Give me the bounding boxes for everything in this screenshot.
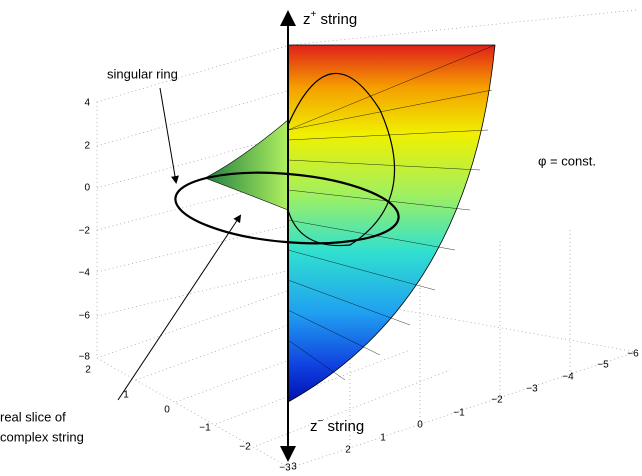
singular-ring xyxy=(174,171,400,245)
label: φ = const. xyxy=(538,153,596,168)
tick-label: −6 xyxy=(627,349,639,360)
label: z− string xyxy=(310,416,364,435)
tick-label: −3 xyxy=(279,463,291,474)
tick-label: −6 xyxy=(79,311,91,322)
tick-label: 0 xyxy=(84,183,90,194)
label: real slice of xyxy=(0,409,66,424)
cone xyxy=(204,119,289,211)
tick-label: −1 xyxy=(199,423,211,434)
label: singular ring xyxy=(107,66,178,81)
tick-label: −4 xyxy=(562,372,574,383)
tick-label: 2 xyxy=(85,365,91,376)
tick-label: 2 xyxy=(84,141,90,152)
tick-label: 2 xyxy=(345,445,351,456)
tick-label: −8 xyxy=(79,352,91,363)
tick-label: −3 xyxy=(526,384,538,395)
tick-label: −4 xyxy=(79,268,91,279)
tick-label: 1 xyxy=(123,390,129,401)
arrow xyxy=(117,214,242,401)
surface xyxy=(287,44,496,403)
tick-label: 0 xyxy=(164,405,170,416)
loop xyxy=(287,72,396,247)
tick-label: −2 xyxy=(79,226,91,237)
tick-label: 0 xyxy=(417,420,423,431)
label: complex string xyxy=(0,429,84,444)
arrow xyxy=(159,87,179,184)
tick-label: −2 xyxy=(239,442,251,453)
tick-label: 3 xyxy=(291,462,297,473)
surface-mesh xyxy=(287,44,496,381)
tick-label: −2 xyxy=(491,395,503,406)
tick-label: −5 xyxy=(597,360,609,371)
tick-label: 1 xyxy=(380,433,386,444)
label: z+ string xyxy=(303,9,357,28)
tick-label: 4 xyxy=(84,98,90,109)
tick-label: −1 xyxy=(453,408,465,419)
